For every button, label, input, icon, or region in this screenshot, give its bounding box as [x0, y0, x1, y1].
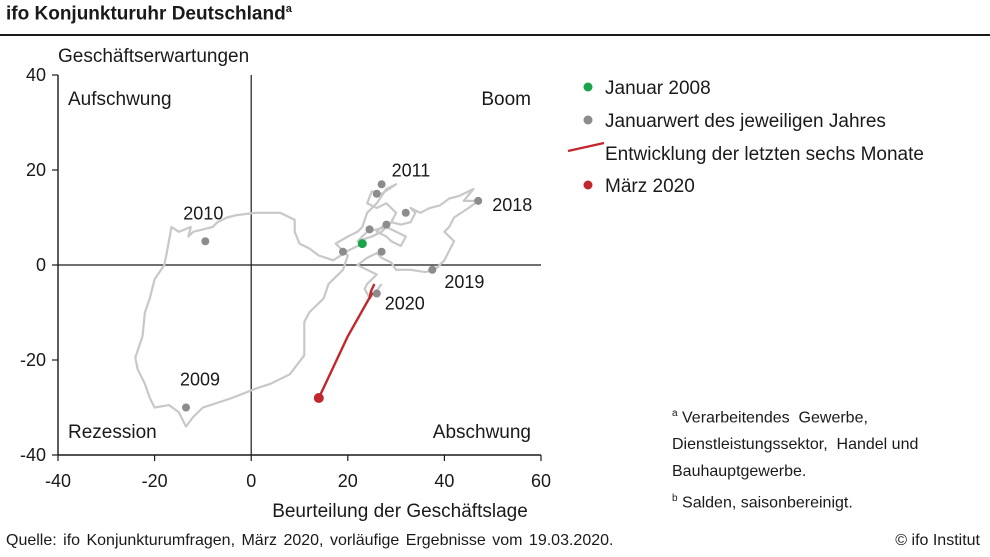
x-tick-label: -40	[45, 471, 71, 491]
footnote-line: b Salden, saisonbereinigt.	[672, 485, 918, 516]
x-tick-label: 40	[434, 471, 454, 491]
footnote-text: Verarbeitendes Gewerbe,	[682, 409, 868, 427]
january-point	[428, 265, 437, 274]
axes: -40 -20 0 20 40 60 -40 -20 0 20 40 Geschäftserwartu…	[20, 46, 551, 522]
january-point	[365, 225, 374, 234]
x-tick-label: 0	[246, 471, 256, 491]
footnote-text: Bauhauptgewerbe.	[672, 463, 807, 481]
chart-title-text: ifo Konjunkturuhr Deutschland	[6, 3, 286, 25]
footnotes: a Verarbeitendes Gewerbe, Dienstleistungs…	[672, 400, 918, 517]
january-2008-point	[357, 239, 367, 249]
year-label-2018: 2018	[492, 195, 532, 215]
january-point	[372, 289, 381, 298]
legend-label: März 2020	[605, 176, 695, 197]
march-2020-point	[313, 393, 324, 403]
legend-label: Entwicklung der letzten sechs Monate	[605, 144, 924, 165]
quadrant-label-boom: Boom	[481, 89, 531, 110]
legend: Januar 2008 Januarwert des jeweiligen Jah…	[567, 78, 924, 197]
x-tick-label: 60	[531, 471, 551, 491]
x-tick-label: -20	[142, 471, 168, 491]
january-point	[401, 208, 410, 217]
january-points: 2010 2009 2011 2018 2019 2020	[180, 160, 532, 412]
legend-marker-dot	[583, 180, 593, 190]
legend-label: Januarwert des jeweiligen Jahres	[605, 111, 886, 132]
quadrant-label-aufschwung: Aufschwung	[68, 89, 172, 110]
january-point	[377, 247, 386, 256]
january-point	[201, 237, 210, 246]
title-footnote-mark: a	[285, 3, 292, 15]
x-tick-label: 20	[338, 471, 358, 491]
january-point	[377, 180, 386, 189]
january-point	[382, 220, 391, 229]
footnote-line: Bauhauptgewerbe.	[672, 458, 918, 485]
footnote-line: Dienstleistungssektor, Handel und	[672, 431, 918, 458]
history-path-line	[134, 183, 480, 428]
january-point	[372, 189, 381, 198]
year-label-2010: 2010	[183, 203, 223, 223]
y-tick-label: -40	[20, 445, 46, 465]
legend-marker-line	[567, 141, 605, 153]
footnote-text: Dienstleistungssektor, Handel und	[672, 436, 919, 454]
copyright: © ifo Institut	[895, 532, 980, 549]
year-label-2019: 2019	[444, 272, 484, 292]
y-tick-label: 40	[26, 65, 46, 85]
y-tick-label: 0	[36, 255, 46, 275]
year-label-2009: 2009	[180, 370, 220, 390]
footnote-line: a Verarbeitendes Gewerbe,	[672, 400, 918, 431]
quadrant-label-rezession: Rezession	[68, 422, 157, 443]
chart-title: ifo Konjunkturuhr Deutschlanda	[6, 3, 292, 25]
footnote-mark: a	[672, 408, 678, 419]
x-axis-title: Beurteilung der Geschäftslage	[272, 501, 528, 522]
year-label-2020: 2020	[385, 294, 425, 314]
recent-path-line	[317, 283, 376, 399]
legend-marker-dot	[583, 82, 593, 92]
january-point	[181, 403, 190, 412]
legend-label: Januar 2008	[605, 78, 711, 99]
january-point	[338, 247, 347, 256]
y-tick-label: -20	[20, 350, 46, 370]
footnote-text: Salden, saisonbereinigt.	[682, 494, 853, 512]
source-note: Quelle: ifo Konjunkturumfragen, März 202…	[6, 532, 614, 549]
title-divider	[0, 34, 990, 36]
quadrant-label-abschwung: Abschwung	[433, 422, 531, 443]
y-axis-title: Geschäftserwartungen	[58, 46, 249, 67]
y-tick-label: 20	[26, 160, 46, 180]
footnote-mark: b	[672, 493, 678, 505]
recent-development	[313, 283, 376, 403]
history-path	[134, 183, 480, 428]
legend-marker-dot	[583, 115, 593, 125]
january-point	[474, 196, 483, 205]
year-label-2011: 2011	[392, 160, 431, 180]
